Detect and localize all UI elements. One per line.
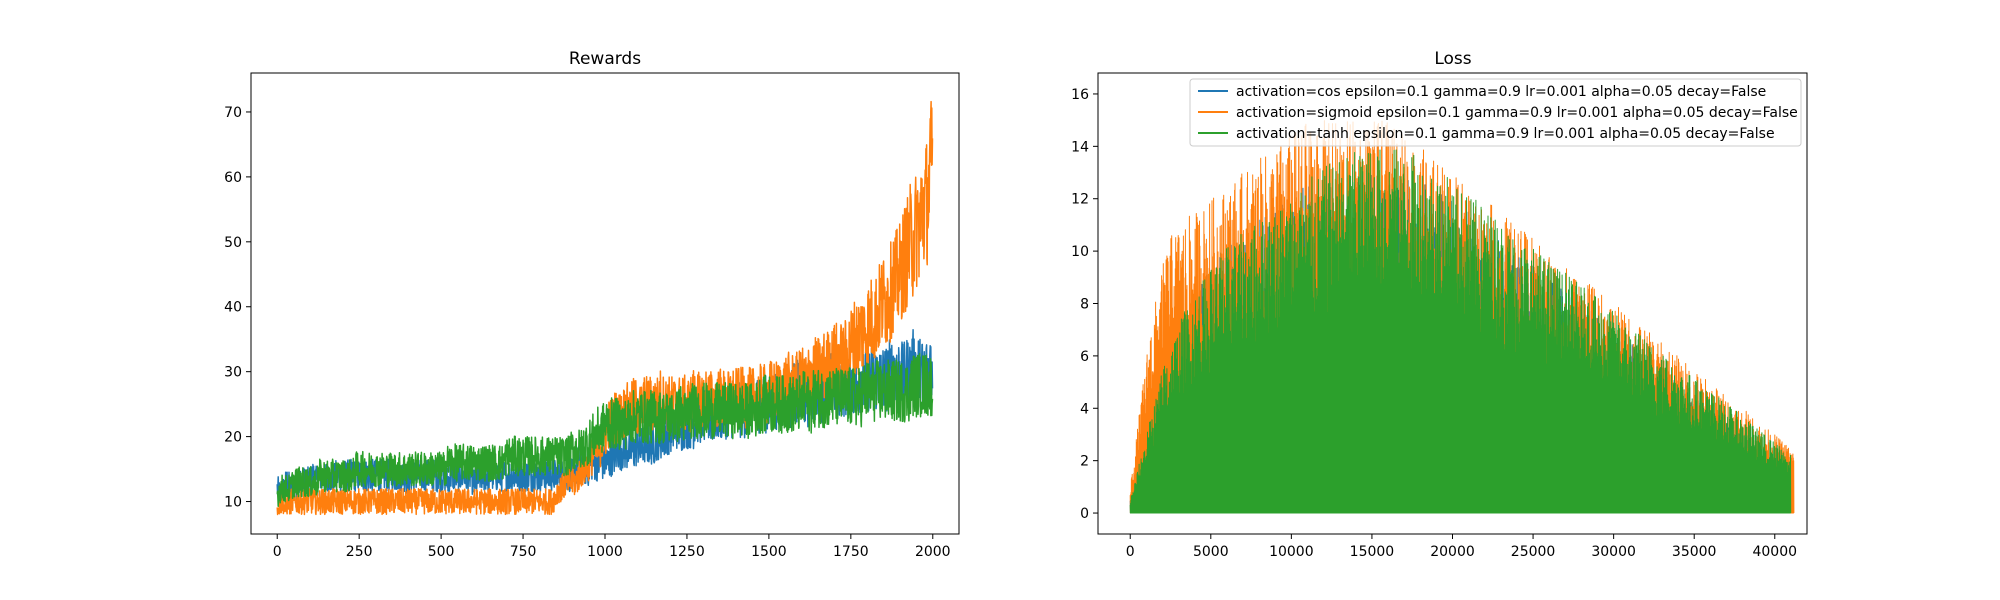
rewards-y-tick-label: 40: [224, 300, 242, 316]
rewards-x-tick-label: 1750: [833, 544, 869, 560]
loss-y-tick-label: 6: [1080, 349, 1089, 365]
rewards-x-axis: 0 250 500 750 1000 1250 1500 1750 2000: [273, 534, 951, 560]
loss-y-tick-label: 4: [1080, 401, 1089, 417]
loss-x-tick-label: 0: [1126, 544, 1135, 560]
rewards-x-tick-label: 1250: [669, 544, 705, 560]
loss-y-tick-label: 0: [1080, 506, 1089, 522]
loss-chart: Loss 0 5000 10000 15000 20000 25000 30000 35000…: [1071, 49, 1808, 560]
loss-y-tick-label: 16: [1071, 87, 1089, 103]
legend-label-sigmoid: activation=sigmoid epsilon=0.1 gamma=0.9…: [1236, 105, 1798, 121]
loss-x-tick-label: 25000: [1511, 544, 1556, 560]
rewards-y-tick-label: 50: [224, 235, 242, 251]
rewards-y-tick-label: 10: [224, 495, 242, 511]
loss-legend: activation=cos epsilon=0.1 gamma=0.9 lr=…: [1189, 78, 1802, 147]
rewards-y-tick-label: 20: [224, 430, 242, 446]
rewards-x-tick-label: 0: [273, 544, 282, 560]
legend-label-tanh: activation=tanh epsilon=0.1 gamma=0.9 lr…: [1236, 126, 1775, 142]
rewards-y-tick-label: 60: [224, 170, 242, 186]
rewards-series-cos-line: [276, 328, 934, 503]
loss-x-tick-label: 10000: [1269, 544, 1314, 560]
rewards-x-tick-label: 1500: [751, 544, 787, 560]
rewards-y-tick-label: 30: [224, 365, 242, 381]
loss-x-axis: 0 5000 10000 15000 20000 25000 30000 35000 40000: [1126, 534, 1797, 560]
loss-y-axis: 0 2 4 6 8 10 12 14 16: [1071, 87, 1098, 522]
rewards-chart: Rewards 0 250 500 750 1000 1250 1500 1750 2000 1…: [224, 49, 960, 560]
rewards-x-tick-label: 2000: [915, 544, 951, 560]
legend-box: [1189, 78, 1802, 147]
legend-label-cos: activation=cos epsilon=0.1 gamma=0.9 lr=…: [1236, 84, 1766, 100]
loss-y-tick-label: 2: [1080, 454, 1089, 470]
rewards-plot-area: [276, 100, 934, 516]
rewards-y-tick-label: 70: [224, 105, 242, 121]
loss-x-tick-label: 40000: [1752, 544, 1797, 560]
loss-y-tick-label: 12: [1071, 192, 1089, 208]
rewards-x-tick-label: 500: [428, 544, 455, 560]
rewards-x-tick-label: 250: [346, 544, 373, 560]
rewards-series-tanh-line: [276, 352, 934, 507]
loss-y-tick-label: 10: [1071, 244, 1089, 260]
rewards-x-tick-label: 750: [510, 544, 537, 560]
loss-y-tick-label: 14: [1071, 139, 1089, 155]
loss-x-tick-label: 15000: [1350, 544, 1395, 560]
loss-x-tick-label: 35000: [1672, 544, 1717, 560]
loss-series-tanh-line: [1129, 149, 1792, 514]
loss-plot-area: [1129, 120, 1795, 514]
rewards-y-axis: 10 20 30 40 50 60 70: [224, 105, 251, 511]
rewards-chart-title: Rewards: [569, 49, 641, 69]
loss-x-tick-label: 20000: [1430, 544, 1475, 560]
loss-y-tick-label: 8: [1080, 297, 1089, 313]
loss-x-tick-label: 5000: [1193, 544, 1229, 560]
loss-x-tick-label: 30000: [1591, 544, 1636, 560]
rewards-x-tick-label: 1000: [587, 544, 623, 560]
loss-chart-title: Loss: [1434, 49, 1471, 69]
